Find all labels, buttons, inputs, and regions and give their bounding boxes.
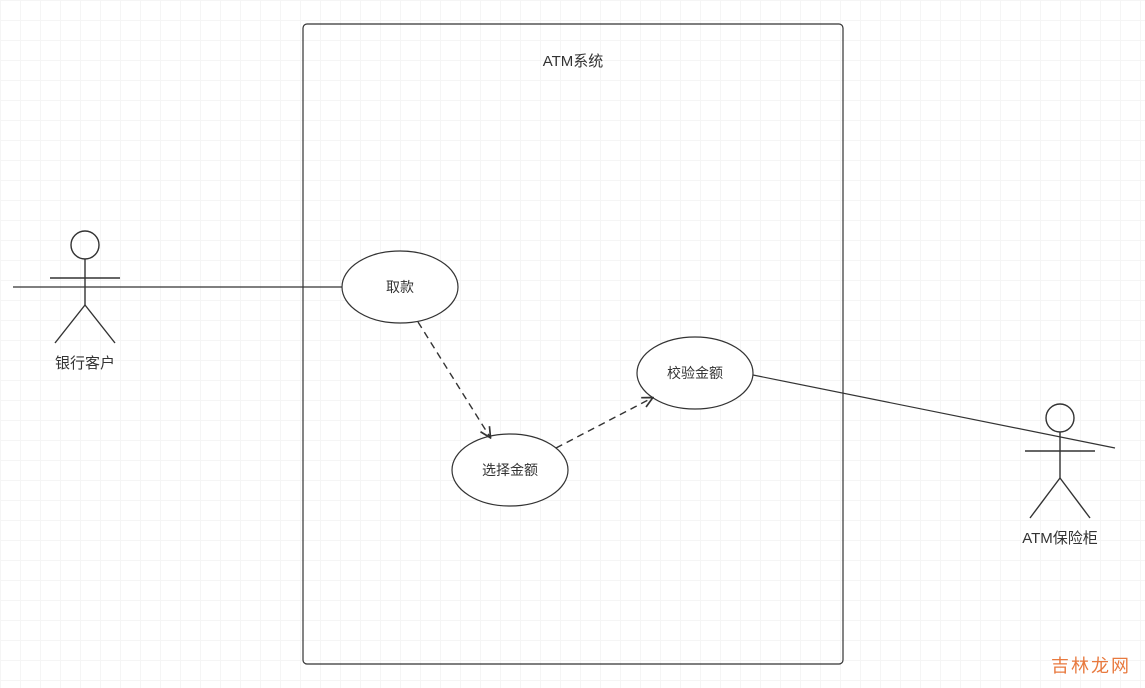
actor-customer: 银行客户 <box>50 231 120 372</box>
watermark-text: 吉林龙网 <box>1051 652 1131 678</box>
usecase-withdraw: 取款 <box>342 251 458 323</box>
usecase-label: 取款 <box>386 279 414 295</box>
system-boundary: ATM系统 <box>303 24 843 664</box>
usecase-label: 校验金额 <box>667 365 723 381</box>
use-case-diagram: ATM系统 银行客户 ATM保险柜 取款 选择金额 <box>0 0 1145 688</box>
dependency-arrow <box>418 322 490 437</box>
stickman-icon <box>1025 404 1095 518</box>
system-boundary-rect <box>303 24 843 664</box>
association-line <box>753 375 1115 448</box>
actor-safe: ATM保险柜 <box>1022 404 1098 547</box>
usecase-verify-amount: 校验金额 <box>637 337 753 409</box>
actor-label: 银行客户 <box>55 355 115 372</box>
usecase-select-amount: 选择金额 <box>452 434 568 506</box>
system-boundary-title: ATM系统 <box>543 53 604 70</box>
dependency-arrow <box>556 398 652 448</box>
actor-label: ATM保险柜 <box>1022 530 1098 547</box>
usecase-label: 选择金额 <box>482 462 538 478</box>
